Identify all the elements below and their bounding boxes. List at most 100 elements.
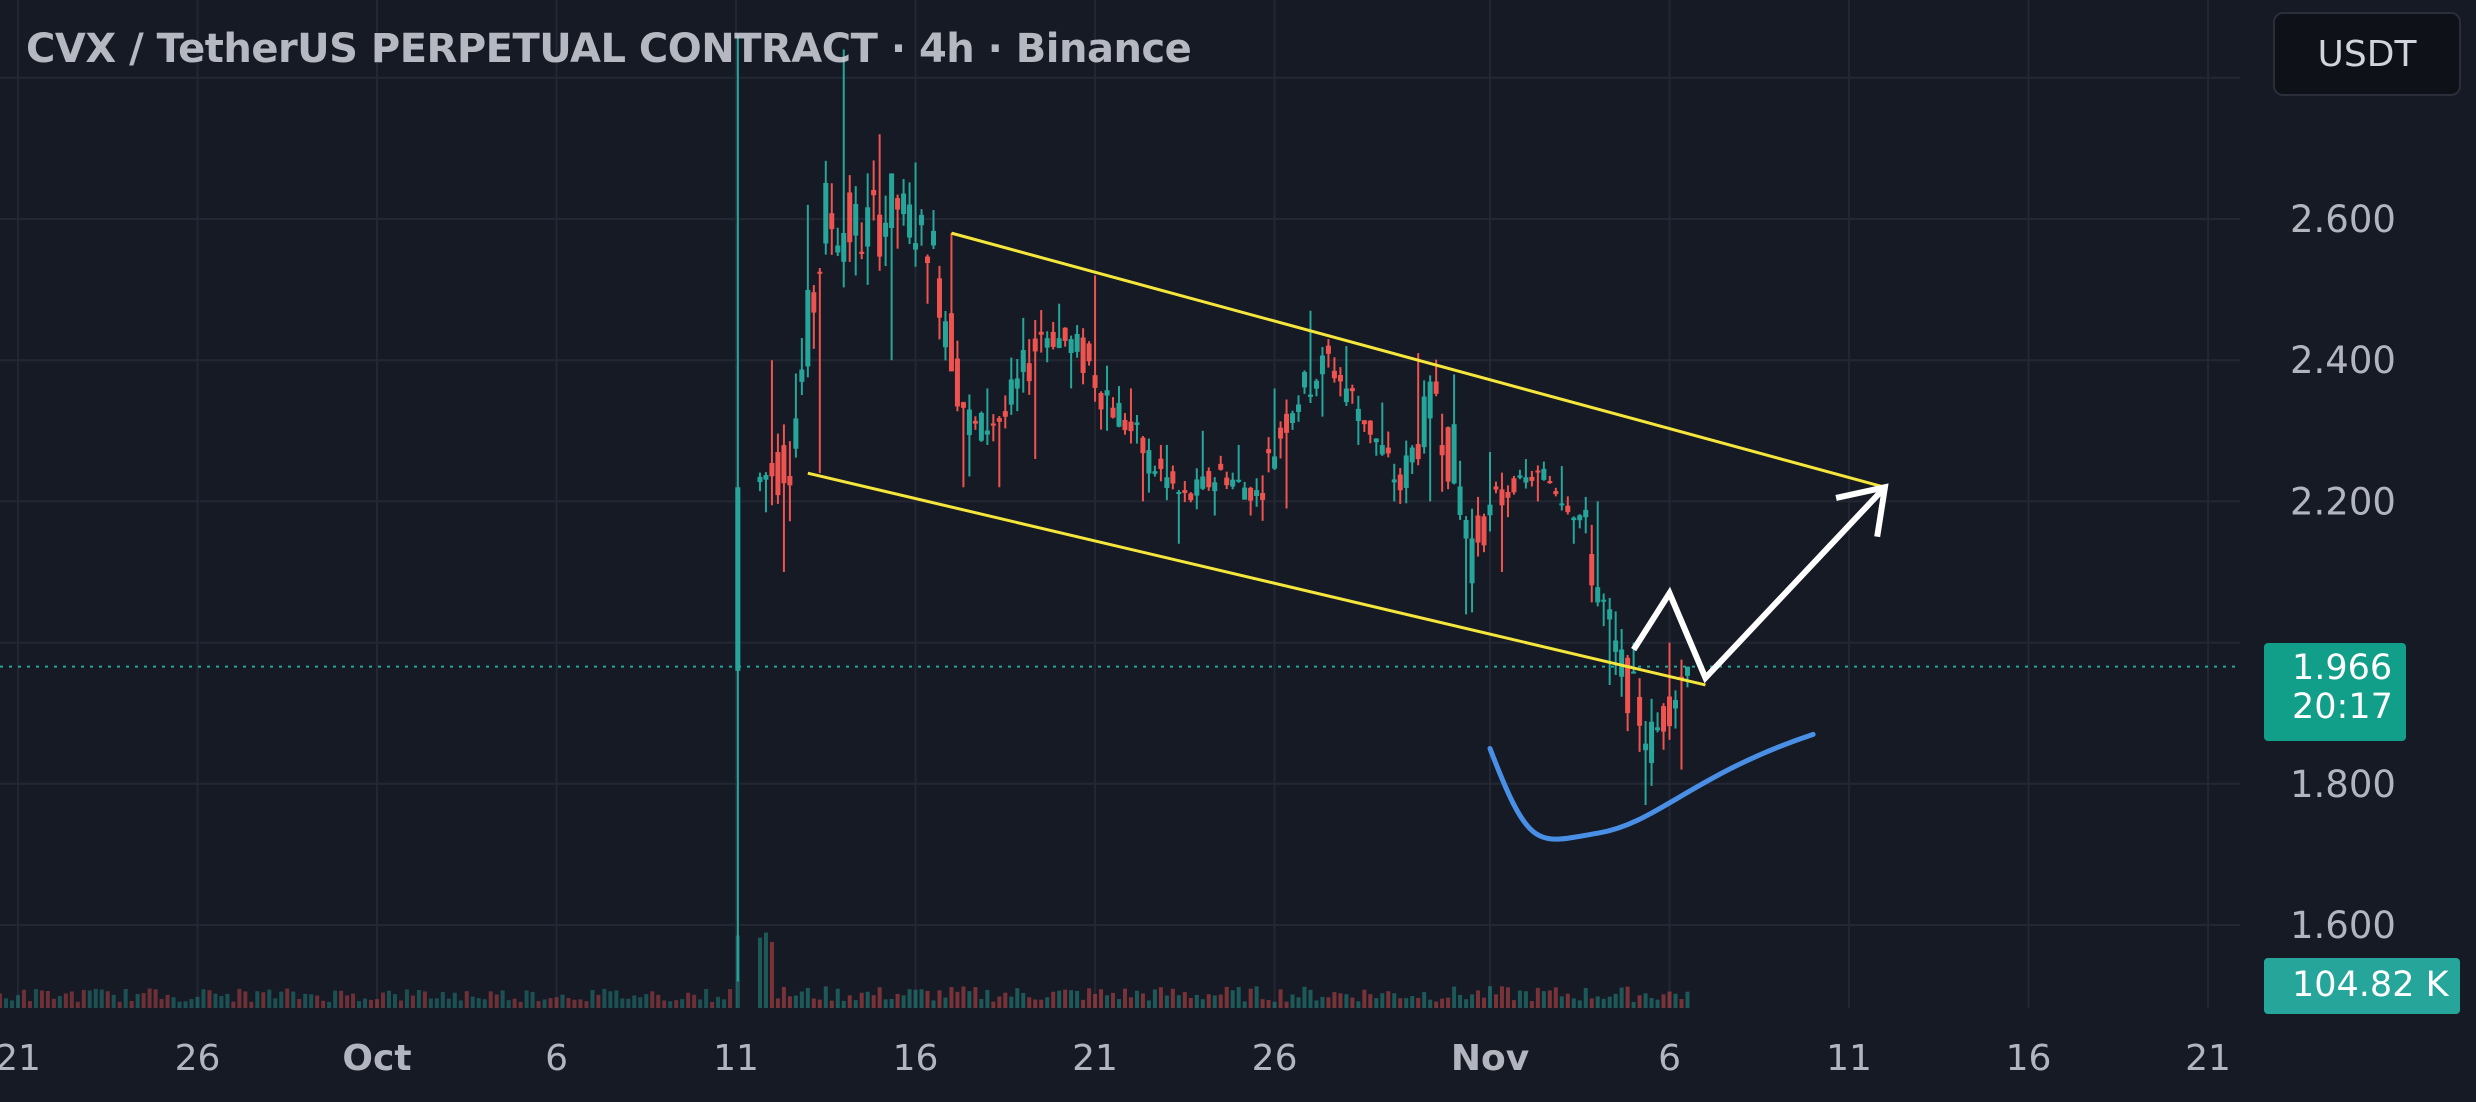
volume-bar: [1661, 994, 1666, 1008]
volume-bar: [985, 989, 990, 1008]
volume-bar: [1146, 1000, 1151, 1008]
price-axis[interactable]: 1.600 1.800 2.200 2.400 2.600: [2290, 198, 2396, 947]
volume-bar: [620, 998, 625, 1008]
volume-bar: [512, 998, 517, 1008]
candlestick-series: [735, 35, 1690, 982]
volume-bar: [871, 995, 876, 1008]
candle-body: [978, 412, 984, 441]
candle-body: [1182, 490, 1188, 493]
volume-bar: [829, 1000, 834, 1008]
currency-button[interactable]: USDT: [2273, 12, 2461, 96]
candle-body: [1559, 503, 1565, 506]
volume-bar: [524, 990, 529, 1008]
candle-body: [1068, 339, 1074, 354]
candle-body: [1140, 437, 1146, 454]
volume-bar: [51, 998, 56, 1008]
volume-bar: [799, 991, 804, 1008]
volume-bar: [404, 989, 409, 1008]
volume-bar: [321, 1000, 326, 1008]
candle-body: [1050, 331, 1056, 347]
candle-body: [1349, 388, 1355, 392]
candle-body: [1230, 479, 1236, 487]
volume-bar: [686, 992, 691, 1008]
volume-bar: [81, 989, 86, 1008]
candle-body: [735, 487, 741, 671]
candle-body: [948, 313, 954, 372]
volume-bar: [1493, 994, 1498, 1008]
volume-bar: [626, 998, 631, 1008]
volume-bar: [1601, 998, 1606, 1008]
candle-body: [1104, 390, 1110, 396]
price-tick-label: 1.600: [2290, 904, 2396, 947]
volume-bar: [1033, 999, 1038, 1008]
volume-bar: [572, 999, 577, 1008]
candle-body: [1469, 538, 1475, 584]
volume-bar: [1404, 998, 1409, 1008]
candle-body: [1577, 515, 1583, 521]
candle-body: [835, 245, 841, 253]
volume-bar: [1362, 989, 1367, 1008]
candle-body: [1421, 396, 1427, 448]
volume-bar: [231, 1001, 236, 1008]
volume-bar: [75, 1001, 80, 1008]
volume-bar: [811, 998, 816, 1008]
time-tick-label: 26: [175, 1038, 221, 1079]
volume-bar: [1338, 993, 1343, 1008]
volume-bar: [841, 1000, 846, 1008]
volume-bar: [117, 1001, 122, 1008]
candle-body: [1511, 478, 1517, 493]
volume-bar: [1679, 999, 1684, 1008]
volume-bar: [1212, 995, 1217, 1008]
candle-body: [1296, 404, 1302, 412]
candle-body: [1176, 492, 1182, 495]
time-axis[interactable]: 21 26 Oct 6 11 16 21 26 Nov 6 11 16 21: [0, 1038, 2231, 1079]
price-tick-label: 1.800: [2290, 763, 2396, 806]
volume-bar: [4, 998, 8, 1008]
volume-bar: [273, 998, 278, 1008]
candle-body: [1625, 657, 1631, 714]
volume-bar: [267, 989, 272, 1008]
candle-body: [1170, 471, 1176, 484]
volume-bar: [1081, 999, 1086, 1008]
volume-bar: [333, 990, 338, 1008]
volume-bar: [416, 990, 421, 1008]
volume-bar: [105, 991, 110, 1008]
candle-body: [1134, 422, 1140, 425]
candle-body: [1206, 471, 1212, 488]
time-tick-label: Oct: [342, 1038, 411, 1079]
volume-bar: [931, 1000, 936, 1008]
volume-bar: [1344, 994, 1349, 1008]
candle-body: [1290, 413, 1296, 423]
volume-bar: [470, 996, 475, 1008]
volume-bar: [1152, 989, 1157, 1008]
volume-bar: [1182, 992, 1187, 1008]
candle-body: [1337, 375, 1343, 382]
volume-bar: [315, 995, 320, 1008]
time-tick-label: 26: [1252, 1038, 1298, 1079]
candle-body: [984, 430, 990, 435]
volume-bar: [943, 997, 948, 1008]
volume-bar: [123, 989, 128, 1008]
volume-bar: [1063, 989, 1068, 1008]
volume-bar: [1583, 988, 1588, 1008]
candle-body: [877, 214, 883, 257]
candle-body: [942, 321, 948, 348]
volume-bar: [650, 991, 655, 1008]
volume-badge: 104.82 K: [2264, 958, 2460, 1014]
volume-bar: [1464, 999, 1469, 1008]
volume-bar: [207, 990, 212, 1008]
candle-body: [1661, 706, 1667, 732]
volume-bar: [913, 989, 918, 1008]
volume-bar: [805, 988, 810, 1008]
candle-body: [931, 230, 936, 246]
candle-body: [883, 222, 889, 237]
candle-body: [1212, 482, 1218, 492]
volume-bar: [1230, 990, 1235, 1008]
candle-body: [960, 402, 966, 408]
candle-body: [1385, 447, 1391, 454]
candle-body: [775, 452, 781, 496]
volume-bar: [1446, 997, 1451, 1008]
volume-bar: [853, 1000, 858, 1008]
